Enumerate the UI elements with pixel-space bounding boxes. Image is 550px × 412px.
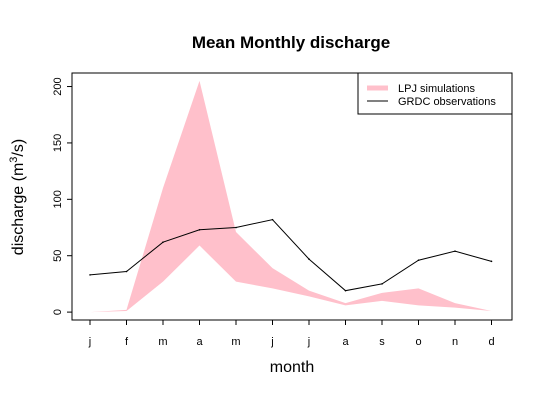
x-tick-label: m (158, 336, 167, 348)
x-tick-label: a (342, 336, 349, 348)
x-tick-label: d (488, 336, 494, 348)
x-tick-label: m (231, 336, 240, 348)
simulation-band-layer (90, 80, 492, 313)
observation-point (454, 250, 456, 253)
observation-line-layer (89, 218, 493, 292)
legend-label-simulations: LPJ simulations (398, 83, 476, 95)
observation-point (162, 241, 164, 243)
legend-label-observations: GRDC observations (398, 96, 496, 108)
x-axis-label: month (270, 359, 314, 376)
observation-point (344, 289, 347, 292)
y-tick-label: 50 (52, 250, 64, 262)
x-tick-label: a (196, 336, 203, 348)
y-axis-label-tail: /s) (10, 139, 27, 157)
observation-point (381, 283, 383, 285)
y-tick-label: 150 (52, 134, 64, 152)
observation-line (89, 219, 492, 292)
observation-point (490, 260, 493, 263)
legend: LPJ simulations GRDC observations (357, 72, 513, 115)
observation-point (89, 274, 91, 276)
observation-point (417, 259, 420, 262)
x-tick-label: j (307, 336, 310, 348)
observation-point (308, 258, 310, 260)
x-tick-label: f (125, 336, 129, 348)
x-tick-label: s (379, 336, 385, 348)
observation-point (235, 226, 237, 229)
x-tick-label: j (88, 336, 91, 348)
observation-point (125, 270, 128, 273)
x-tick-label: j (270, 336, 273, 348)
observation-point (198, 228, 201, 231)
simulation-band (90, 80, 492, 313)
plot-frame (71, 72, 513, 321)
y-axis-label: discharge (m3/s) (8, 139, 27, 255)
y-axis: 0 50 100 150 200 (52, 77, 72, 315)
y-axis-label-superscript: 3 (8, 157, 20, 163)
chart-title: Mean Monthly discharge (192, 33, 390, 52)
y-tick-label: 200 (52, 77, 64, 95)
y-tick-label: 0 (52, 309, 64, 315)
observation-point (271, 218, 274, 221)
x-tick-label: n (452, 336, 458, 348)
y-tick-label: 100 (52, 190, 64, 208)
x-tick-label: o (415, 336, 421, 348)
y-axis-label-main: discharge (m (10, 163, 27, 255)
legend-box (357, 72, 513, 115)
